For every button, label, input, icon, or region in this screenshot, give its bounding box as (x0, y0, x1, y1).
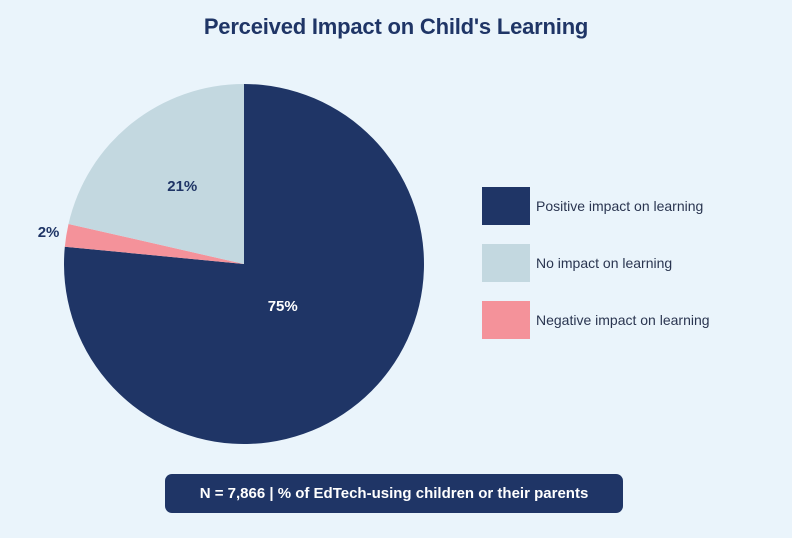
legend-swatch-no-impact (482, 244, 530, 282)
slice-label-negative: 2% (38, 224, 60, 241)
slice-label-no: 21% (167, 178, 197, 195)
legend-item-no-impact: No impact on learning (482, 244, 710, 282)
slice-label-positive: 75% (268, 298, 298, 315)
chart-title: Perceived Impact on Child's Learning (203, 14, 589, 39)
pie-slice-no (68, 84, 245, 264)
legend-label-no-impact: No impact on learning (536, 255, 673, 271)
legend-swatch-negative (482, 301, 530, 339)
legend-label-positive: Positive impact on learning (536, 198, 704, 214)
legend-label-negative: Negative impact on learning (536, 312, 710, 328)
legend-item-positive: Positive impact on learning (482, 187, 710, 225)
chart-legend: Positive impact on learning No impact on… (482, 187, 710, 358)
legend-item-negative: Negative impact on learning (482, 301, 710, 339)
sample-size-footnote: N = 7,866 | % of EdTech-using children o… (165, 474, 623, 513)
pie-slice-negative (64, 223, 244, 264)
legend-swatch-positive (482, 187, 530, 225)
